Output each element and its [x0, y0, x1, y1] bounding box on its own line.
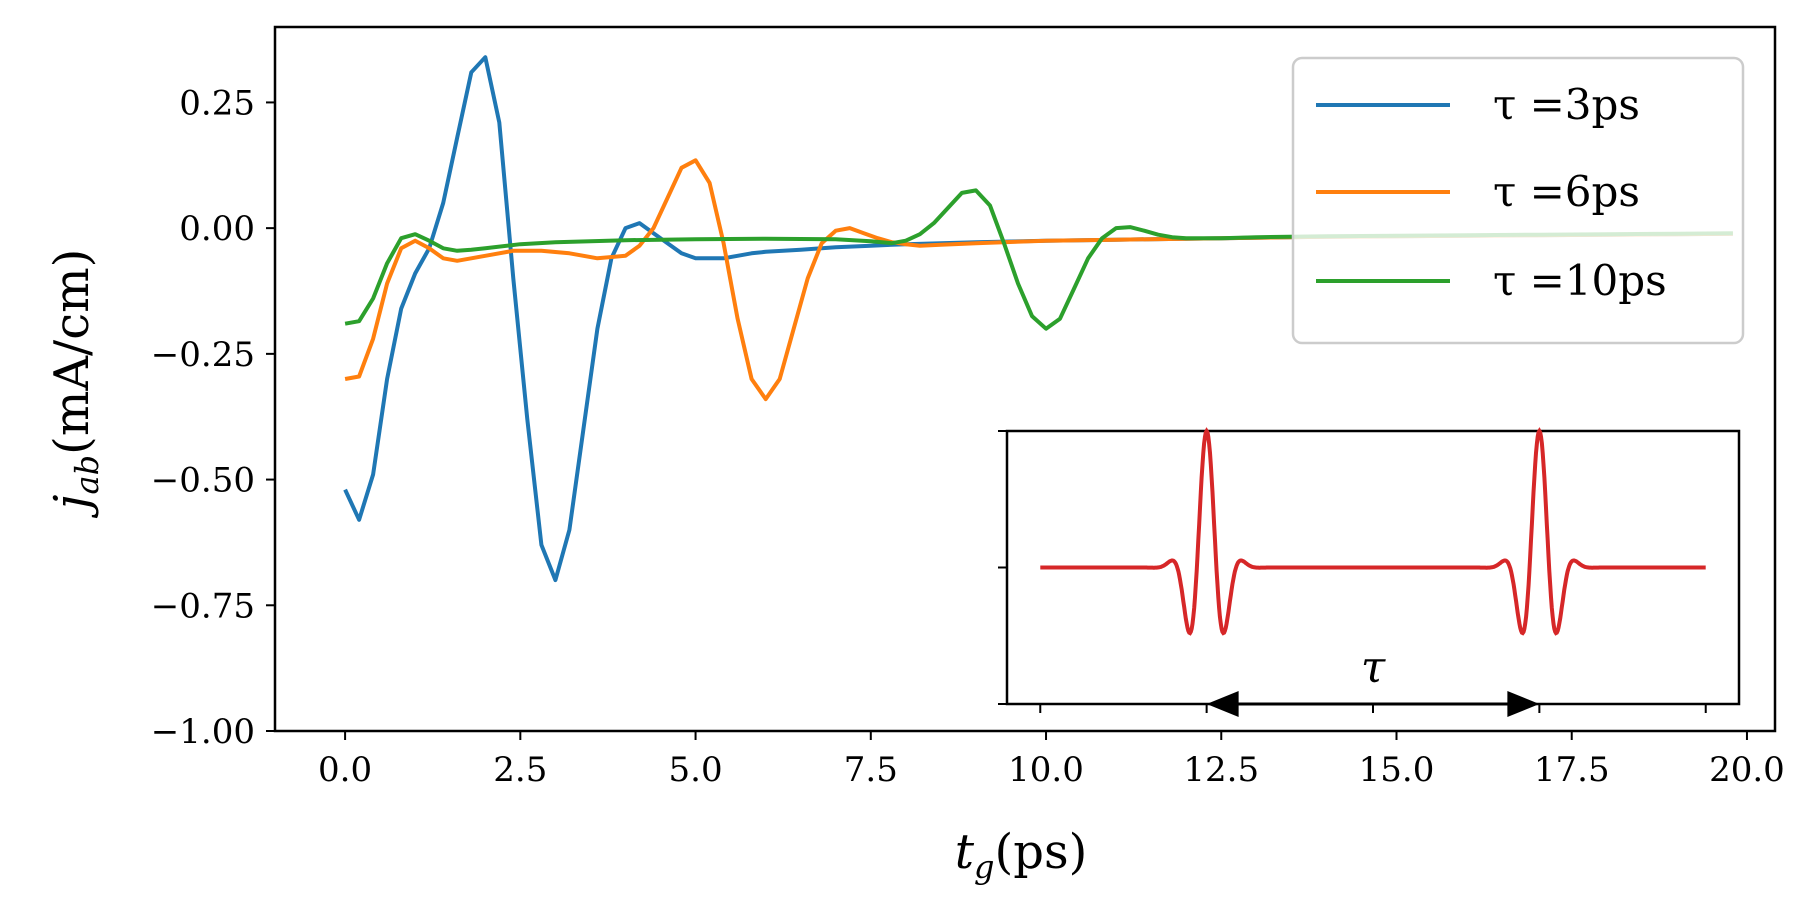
x-axis-label: tg(ps): [955, 824, 1088, 886]
x-tick-label-7p5: 7.5: [844, 750, 898, 790]
legend-label-tau-3ps: τ =3ps: [1493, 80, 1640, 129]
x-tick-label-20p0: 20.0: [1709, 750, 1785, 790]
inset-tau-label: τ: [1361, 642, 1386, 693]
x-tick-label-12p5: 12.5: [1183, 750, 1259, 790]
main-ticks: 0.0 2.5 5.0 7.5 10.0 12.5 15.0 17.5 20.0 0.25 0.00…: [151, 83, 1785, 790]
y-tick-label-1p00: −1.00: [151, 712, 255, 752]
inset-arrow-head-right: [1507, 691, 1540, 717]
inset-plot: τ: [998, 427, 1741, 717]
main-plot-frame: [273, 25, 1777, 733]
y-tick-label-0p00: 0.00: [179, 209, 255, 249]
legend-box: [1291, 56, 1745, 345]
x-tick-label-5p0: 5.0: [669, 750, 723, 790]
y-tick-label-0p25: −0.25: [151, 335, 255, 375]
x-tick-label-10p0: 10.0: [1008, 750, 1084, 790]
legend: τ =3ps τ =6ps τ =10ps: [1291, 56, 1745, 345]
inset-pulse-curve: [1040, 427, 1706, 636]
series-line-tau-10ps: [344, 188, 1733, 331]
x-tick-label-2p5: 2.5: [493, 750, 547, 790]
inset-arrow-head-left: [1206, 691, 1239, 717]
main-series: [343, 55, 1733, 583]
y-tick-label-0p50: −0.50: [151, 461, 255, 501]
inset-tau-arrow: [1206, 691, 1540, 717]
y-axis-label: jab(mA/cm): [44, 249, 106, 519]
x-tick-label-17p5: 17.5: [1534, 750, 1610, 790]
y-tick-label-0p75: −0.75: [151, 586, 255, 626]
x-tick-label-0p0: 0.0: [318, 750, 372, 790]
x-tick-label-15p0: 15.0: [1359, 750, 1435, 790]
legend-label-tau-10ps: τ =10ps: [1493, 256, 1667, 305]
y-tick-label-0p25: 0.25: [179, 83, 255, 123]
legend-label-tau-6ps: τ =6ps: [1493, 167, 1640, 216]
